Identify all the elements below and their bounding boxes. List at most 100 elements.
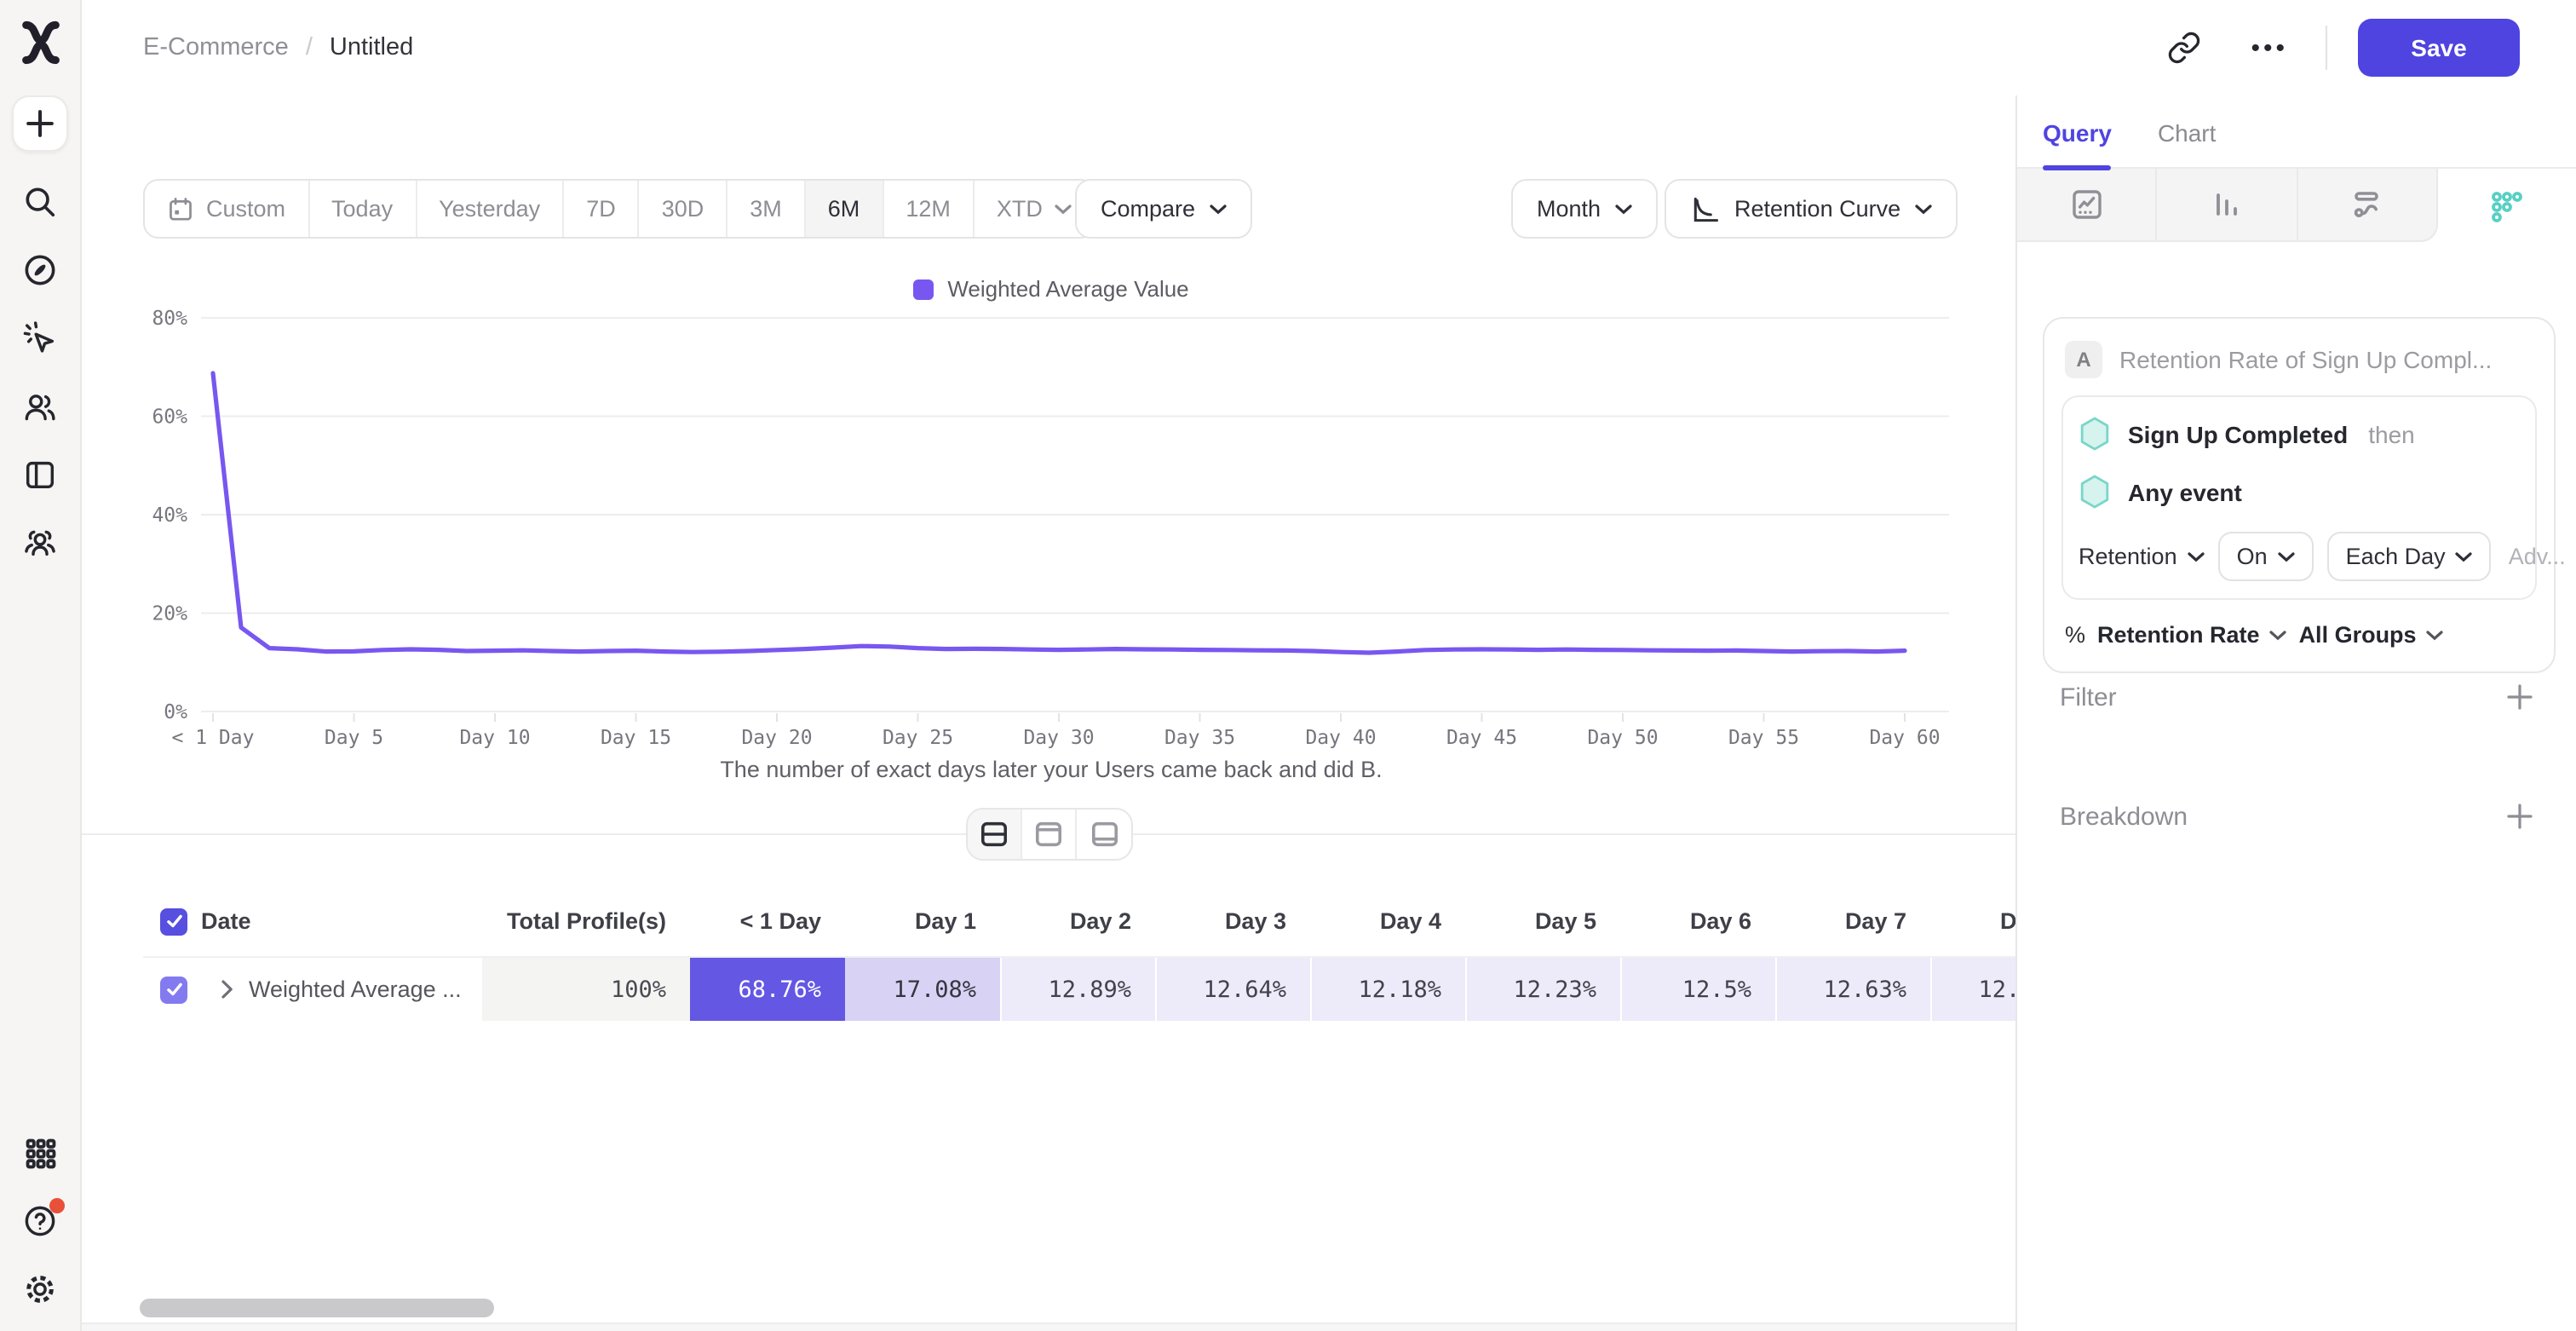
column-header-day8[interactable]: Day 8 <box>1999 908 2015 934</box>
range-xtd[interactable]: XTD <box>975 181 1094 237</box>
svg-text:0%: 0% <box>164 701 187 723</box>
measure-dropdown[interactable]: Retention Rate <box>2097 622 2287 648</box>
expand-row-icon[interactable] <box>221 980 233 999</box>
settings-gear-icon[interactable] <box>22 1271 58 1307</box>
add-filter-icon[interactable] <box>2503 680 2537 714</box>
series-title-input[interactable]: Retention Rate of Sign Up Compl... <box>2119 346 2493 373</box>
cell-day5[interactable]: 12.23% <box>1513 976 1596 1003</box>
range-7d[interactable]: 7D <box>564 181 640 237</box>
query-builder-card: A Retention Rate of Sign Up Compl... Sig… <box>2043 317 2566 673</box>
events-cursor-icon[interactable] <box>22 320 58 356</box>
more-options-icon[interactable]: ••• <box>2251 33 2288 62</box>
svg-text:Day 30: Day 30 <box>1023 727 1094 749</box>
select-all-checkbox[interactable] <box>160 908 187 935</box>
chart-legend[interactable]: Weighted Average Value <box>143 276 1959 302</box>
save-button[interactable]: Save <box>2358 19 2520 77</box>
column-header-date[interactable]: Date <box>201 908 251 934</box>
cell-day8[interactable]: 12.71% <box>1978 976 2015 1003</box>
horizontal-scrollbar[interactable] <box>140 1299 494 1317</box>
cell-day4[interactable]: 12.18% <box>1358 976 1441 1003</box>
svg-text:80%: 80% <box>152 308 187 330</box>
tab-funnels-icon[interactable] <box>2157 169 2297 242</box>
tab-insights-icon[interactable] <box>2017 169 2158 242</box>
return-event-row[interactable]: Any event <box>2079 474 2520 510</box>
layout-chart-focus-icon[interactable] <box>1022 810 1077 859</box>
range-3m[interactable]: 3M <box>727 181 806 237</box>
retention-type-dropdown[interactable]: Retention <box>2079 544 2205 569</box>
compare-button[interactable]: Compare <box>1075 179 1252 239</box>
range-6m[interactable]: 6M <box>805 181 884 237</box>
range-custom[interactable]: Custom <box>145 181 310 237</box>
series-letter-badge: A <box>2065 341 2102 378</box>
column-header-day0[interactable]: < 1 Day <box>739 908 821 934</box>
column-header-day4[interactable]: Day 4 <box>1379 908 1441 934</box>
tab-chart[interactable]: Chart <box>2157 119 2217 147</box>
tab-retention-icon[interactable] <box>2437 169 2576 242</box>
granularity-button[interactable]: Month <box>1511 179 1658 239</box>
on-dropdown[interactable]: On <box>2217 532 2314 581</box>
range-today[interactable]: Today <box>309 181 417 237</box>
breadcrumb-report-title[interactable]: Untitled <box>329 34 414 61</box>
column-header-day1[interactable]: Day 1 <box>914 908 976 934</box>
copy-link-icon[interactable] <box>2159 22 2210 73</box>
cohorts-icon[interactable] <box>22 525 58 561</box>
column-header-total[interactable]: Total Profile(s) <box>506 908 666 934</box>
svg-text:Day 40: Day 40 <box>1305 727 1376 749</box>
date-range-control: Custom Today Yesterday 7D 30D 3M 6M 12M … <box>143 179 1095 239</box>
cell-day2[interactable]: 12.89% <box>1048 976 1131 1003</box>
cell-day6[interactable]: 12.5% <box>1682 976 1751 1003</box>
column-header-day6[interactable]: Day 6 <box>1689 908 1751 934</box>
breadcrumb-separator: / <box>305 34 313 61</box>
svg-text:Day 5: Day 5 <box>325 727 383 749</box>
search-icon[interactable] <box>22 184 58 220</box>
cell-day1[interactable]: 17.08% <box>893 976 976 1003</box>
range-30d[interactable]: 30D <box>640 181 728 237</box>
breakdown-section: Breakdown <box>2060 799 2537 833</box>
cell-total[interactable]: 100% <box>610 976 666 1003</box>
cell-day0[interactable]: 68.76% <box>738 976 821 1003</box>
tab-flows-icon[interactable] <box>2297 169 2438 242</box>
column-header-day3[interactable]: Day 3 <box>1224 908 1286 934</box>
range-yesterday[interactable]: Yesterday <box>417 181 565 237</box>
explore-compass-icon[interactable] <box>22 252 58 288</box>
svg-text:Day 35: Day 35 <box>1164 727 1235 749</box>
legend-label: Weighted Average Value <box>947 276 1189 302</box>
column-header-day5[interactable]: Day 5 <box>1534 908 1596 934</box>
topbar-actions: ••• Save <box>2159 19 2520 77</box>
retention-line-chart[interactable]: 0% 20% 40% 60% 80% < 1 Day Day 5 Day 10 Day 15 Da… <box>143 303 1959 750</box>
mixpanel-logo-icon[interactable] <box>18 20 62 65</box>
column-header-day7[interactable]: Day 7 <box>1844 908 1906 934</box>
chart-type-button[interactable]: Retention Curve <box>1665 179 1958 239</box>
tab-query[interactable]: Query <box>2043 119 2113 170</box>
range-12m[interactable]: 12M <box>883 181 975 237</box>
breadcrumb-project[interactable]: E-Commerce <box>143 34 289 61</box>
chevron-down-icon <box>1614 204 1631 214</box>
help-icon[interactable] <box>22 1198 65 1239</box>
chevron-down-icon <box>2269 630 2287 640</box>
layout-split-view-icon[interactable] <box>968 810 1022 859</box>
cell-day7[interactable]: 12.63% <box>1823 976 1906 1003</box>
filter-label: Filter <box>2060 683 2117 712</box>
users-icon[interactable] <box>22 389 58 424</box>
add-breakdown-icon[interactable] <box>2503 799 2537 833</box>
cell-day3[interactable]: 12.64% <box>1203 976 1286 1003</box>
boards-icon[interactable] <box>22 457 58 493</box>
interval-dropdown[interactable]: Each Day <box>2326 532 2492 581</box>
column-header-day2[interactable]: Day 2 <box>1069 908 1131 934</box>
svg-text:Day 55: Day 55 <box>1728 727 1799 749</box>
first-event-row[interactable]: Sign Up Completed then <box>2079 416 2520 452</box>
row-label[interactable]: Weighted Average ... <box>249 977 462 1002</box>
advanced-dropdown[interactable]: Adv... <box>2509 544 2576 569</box>
row-checkbox[interactable] <box>160 976 187 1003</box>
create-button[interactable] <box>12 95 68 152</box>
retention-table: Date Total Profile(s) < 1 Day Day 1 Day … <box>143 886 2015 1091</box>
svg-text:Day 20: Day 20 <box>741 727 812 749</box>
groups-dropdown[interactable]: All Groups <box>2299 622 2444 648</box>
apps-grid-icon[interactable] <box>22 1135 58 1171</box>
chart-caption: The number of exact days later your User… <box>720 757 1383 782</box>
layout-table-focus-icon[interactable] <box>1077 810 1131 859</box>
panel-tabs: Query Chart <box>2017 95 2576 170</box>
svg-text:Day 60: Day 60 <box>1869 727 1940 749</box>
topbar-divider <box>2326 26 2327 70</box>
event-hexagon-icon <box>2079 416 2111 452</box>
